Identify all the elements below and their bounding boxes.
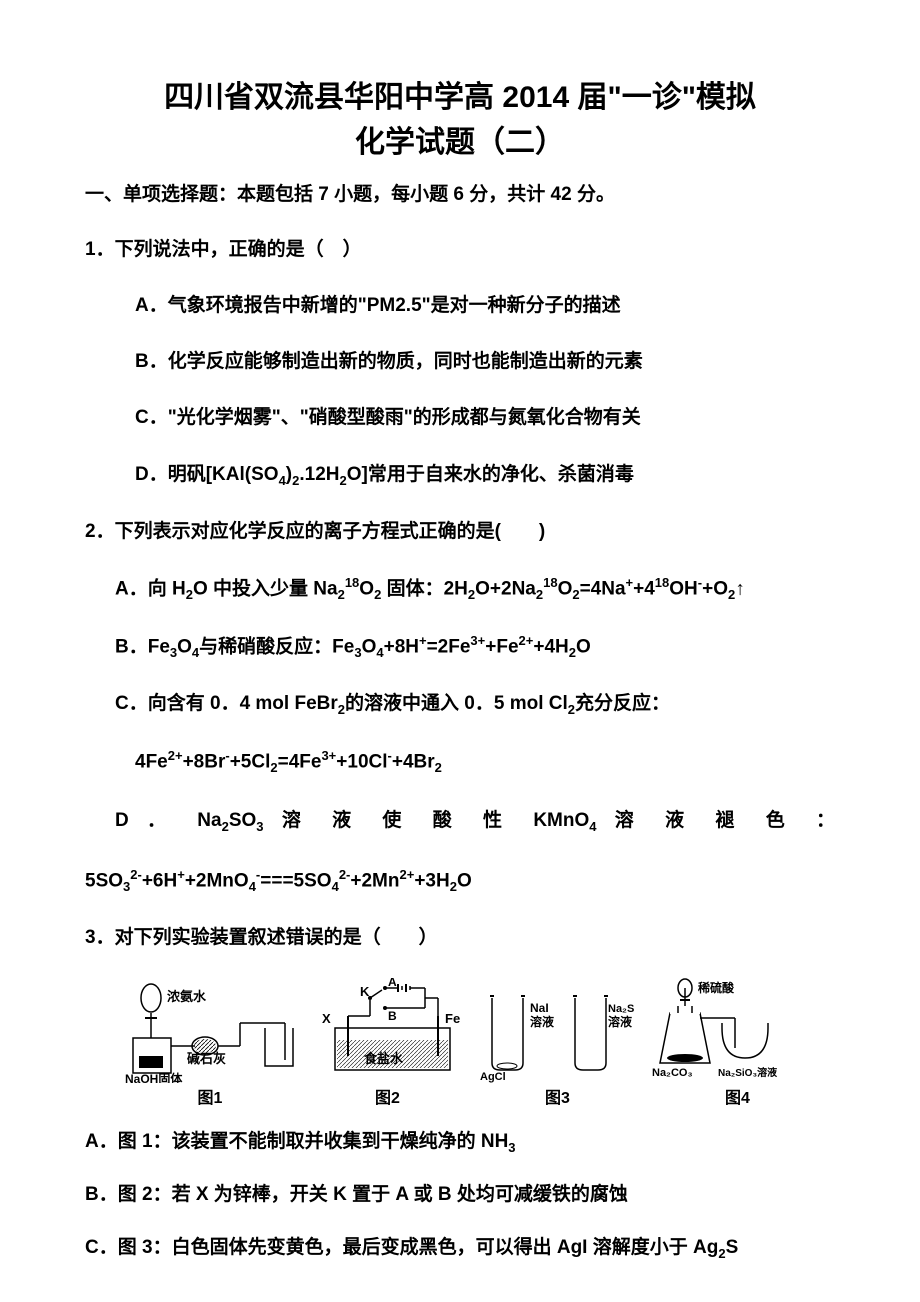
svg-text:溶液: 溶液: [530, 1014, 554, 1029]
svg-text:Na₂SiO₃溶液: Na₂SiO₃溶液: [718, 1066, 777, 1079]
question-3: 3．对下列实验装置叙述错误的是（ ）: [85, 922, 835, 954]
svg-text:A: A: [388, 978, 397, 989]
q2-option-d-cont: 5SO32-+6H++2MnO4-===5SO42-+2Mn2++3H2O: [85, 864, 835, 898]
q2-option-b: B．Fe3O4与稀硝酸反应：Fe3O4+8H+=2Fe3++Fe2++4H2O: [85, 630, 835, 664]
svg-text:Na₂S: Na₂S: [608, 1003, 634, 1015]
svg-text:碱石灰: 碱石灰: [187, 1051, 226, 1066]
q3-option-b: B．图 2：若 X 为锌棒，开关 K 置于 A 或 B 处均可减缓铁的腐蚀: [85, 1179, 835, 1211]
q2-option-c-cont: 4Fe2++8Br-+5Cl2=4Fe3++10Cl-+4Br2: [85, 745, 835, 779]
q1-option-c: C．"光化学烟雾"、"硝酸型酸雨"的形成都与氮氧化合物有关: [85, 402, 835, 434]
svg-text:X: X: [322, 1011, 331, 1026]
q3-option-a: A．图 1：该装置不能制取并收集到干燥纯净的 NH3: [85, 1126, 835, 1159]
svg-text:浓氨水: 浓氨水: [167, 989, 207, 1004]
svg-text:Fe: Fe: [445, 1011, 460, 1026]
diagram-4: 稀硫酸 Na₂CO₃ Na₂SiO₃溶液 图4: [650, 978, 825, 1108]
diagram-row: 浓氨水 碱石灰 NaOH固体 图1: [125, 978, 825, 1108]
apparatus-3-svg: NaI 溶液 AgCl Na₂S 溶液: [480, 978, 635, 1083]
svg-text:溶液: 溶液: [608, 1014, 632, 1029]
svg-text:AgCl: AgCl: [480, 1071, 506, 1083]
svg-text:NaOH固体: NaOH固体: [125, 1071, 183, 1083]
apparatus-4-svg: 稀硫酸 Na₂CO₃ Na₂SiO₃溶液: [650, 978, 825, 1083]
svg-text:食盐水: 食盐水: [364, 1051, 404, 1066]
svg-text:B: B: [388, 1009, 397, 1023]
svg-text:Na₂CO₃: Na₂CO₃: [652, 1067, 693, 1079]
q2-option-c: C．向含有 0．4 mol FeBr2的溶液中通入 0．5 mol Cl2充分反…: [85, 688, 835, 721]
question-1: 1．下列说法中，正确的是（ ）: [85, 234, 835, 266]
q1-option-b: B．化学反应能够制造出新的物质，同时也能制造出新的元素: [85, 346, 835, 378]
section-header: 一、单项选择题：本题包括 7 小题，每小题 6 分，共计 42 分。: [85, 181, 835, 210]
svg-text:NaI: NaI: [530, 1001, 549, 1015]
svg-text:稀硫酸: 稀硫酸: [698, 980, 735, 995]
apparatus-1-svg: 浓氨水 碱石灰 NaOH固体: [125, 978, 295, 1083]
apparatus-2-svg: K A B X Fe 食盐水: [310, 978, 465, 1083]
q2-option-a: A．向 H2O 中投入少量 Na218O2 固体：2H2O+2Na218O2=4…: [85, 572, 835, 606]
diagram-2: K A B X Fe 食盐水 图2: [310, 978, 465, 1108]
svg-text:K: K: [360, 984, 370, 999]
document-title: 四川省双流县华阳中学高 2014 届"一诊"模拟 化学试题（二）: [85, 75, 835, 165]
q3-option-c: C．图 3：白色固体先变黄色，最后变成黑色，可以得出 AgI 溶解度小于 Ag2…: [85, 1232, 835, 1265]
diagram-3: NaI 溶液 AgCl Na₂S 溶液 图3: [480, 978, 635, 1108]
diagram-1: 浓氨水 碱石灰 NaOH固体 图1: [125, 978, 295, 1108]
q2-option-d: D ． Na2SO3 溶 液 使 酸 性 KMnO4 溶 液 褪 色 ：: [85, 803, 835, 839]
question-2: 2．下列表示对应化学反应的离子方程式正确的是( ): [85, 516, 835, 548]
q1-option-d: D．明矾[KAl(SO4)2.12H2O]常用于自来水的净化、杀菌消毒: [85, 459, 835, 492]
q1-option-a: A．气象环境报告中新增的"PM2.5"是对一种新分子的描述: [85, 290, 835, 322]
